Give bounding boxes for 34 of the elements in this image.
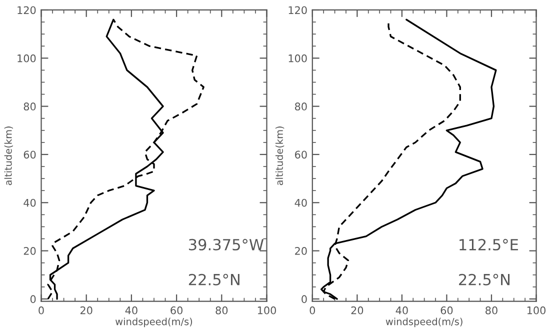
y-tick-label: 40 — [294, 198, 307, 207]
x-tick-label: 100 — [258, 306, 276, 314]
y-tick-label: 0 — [302, 295, 307, 304]
x-tick-label: 60 — [170, 306, 182, 314]
y-tick-label: 20 — [295, 247, 307, 255]
y-tick-label: 100 — [18, 54, 36, 62]
annotation: 22.5°N — [459, 274, 510, 286]
y-axis-title: altitude(km) — [275, 126, 284, 186]
y-tick-label: 60 — [295, 150, 307, 159]
x-tick-label: 80 — [486, 306, 498, 314]
y-tick-label: 80 — [294, 102, 307, 110]
y-tick-label: 20 — [24, 247, 36, 255]
x-axis-title: windspeed(m/s) — [386, 318, 462, 328]
x-tick-label: 20 — [80, 306, 92, 314]
x-tick-label: 80 — [216, 306, 228, 314]
x-tick-label: 20 — [351, 306, 364, 314]
annotation: 22.5°N — [188, 274, 240, 286]
y-tick-label: 80 — [24, 102, 36, 110]
y-tick-label: 40 — [24, 198, 36, 207]
y-axis-title: altitude(km) — [4, 126, 13, 186]
x-tick-label: 0 — [310, 306, 316, 314]
x-tick-label: 100 — [527, 306, 546, 314]
x-axis-title: windspeed(m/s) — [116, 318, 192, 328]
y-tick-label: 120 — [18, 6, 36, 14]
y-tick-label: 0 — [30, 295, 36, 304]
y-tick-label: 120 — [288, 6, 307, 14]
x-tick-label: 40 — [125, 306, 138, 314]
annotation: 112.5°E — [460, 238, 518, 250]
x-tick-label: 40 — [396, 306, 408, 314]
annotation: 39.375°W — [188, 238, 264, 250]
y-tick-label: 60 — [24, 150, 36, 159]
x-tick-label: 60 — [440, 306, 453, 314]
y-tick-label: 100 — [288, 54, 307, 62]
x-tick-label: 0 — [38, 306, 44, 314]
